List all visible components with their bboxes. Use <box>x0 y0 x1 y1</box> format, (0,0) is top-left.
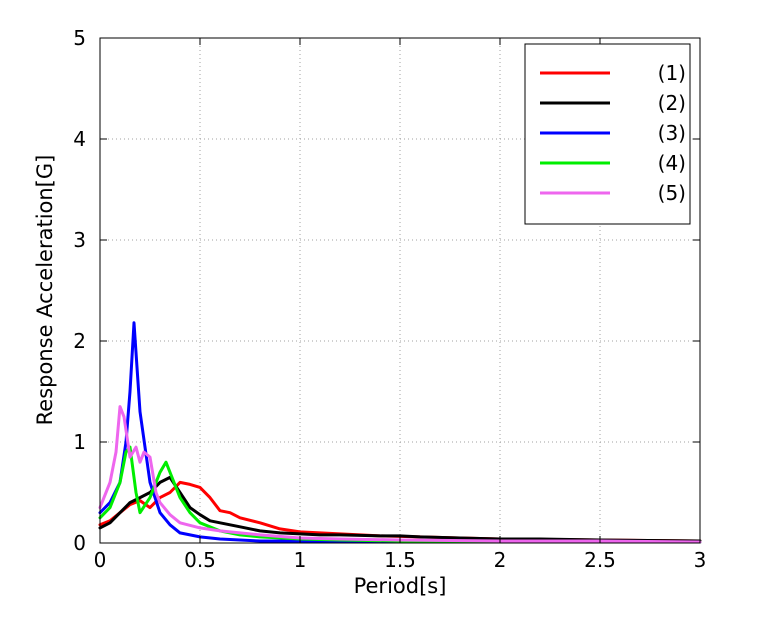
legend: (1) (2) (3) (4) (5) <box>524 43 691 225</box>
legend-label-2: (2) <box>658 91 686 115</box>
legend-label-1: (1) <box>658 61 686 85</box>
legend-label-3: (3) <box>658 121 686 145</box>
legend-label-4: (4) <box>658 151 686 175</box>
x-tick-label: 1 <box>294 548 307 572</box>
tick-labels: 0 0.5 1 1.5 2 2.5 3 0 1 2 3 4 5 <box>73 26 706 572</box>
legend-items: (1) (2) (3) (4) (5) <box>540 61 686 205</box>
x-tick-label: 0 <box>94 548 107 572</box>
y-tick-label: 1 <box>73 430 86 454</box>
x-tick-label: 1.5 <box>384 548 416 572</box>
legend-label-5: (5) <box>658 181 686 205</box>
y-tick-label: 2 <box>73 329 86 353</box>
x-tick-label: 2 <box>494 548 507 572</box>
series-lines <box>98 321 702 544</box>
y-tick-label: 5 <box>73 26 86 50</box>
x-tick-label: 2.5 <box>584 548 616 572</box>
x-axis-label: Period[s] <box>354 574 447 598</box>
x-tick-label: 0.5 <box>184 548 216 572</box>
y-tick-label: 3 <box>73 228 86 252</box>
series-line-5 <box>98 405 702 544</box>
grid <box>100 38 700 543</box>
y-axis-label: Response Acceleration[G] <box>33 155 57 426</box>
series-line-2 <box>98 475 702 543</box>
y-tick-label: 4 <box>73 127 86 151</box>
y-tick-label: 0 <box>73 531 86 555</box>
x-tick-label: 3 <box>694 548 707 572</box>
